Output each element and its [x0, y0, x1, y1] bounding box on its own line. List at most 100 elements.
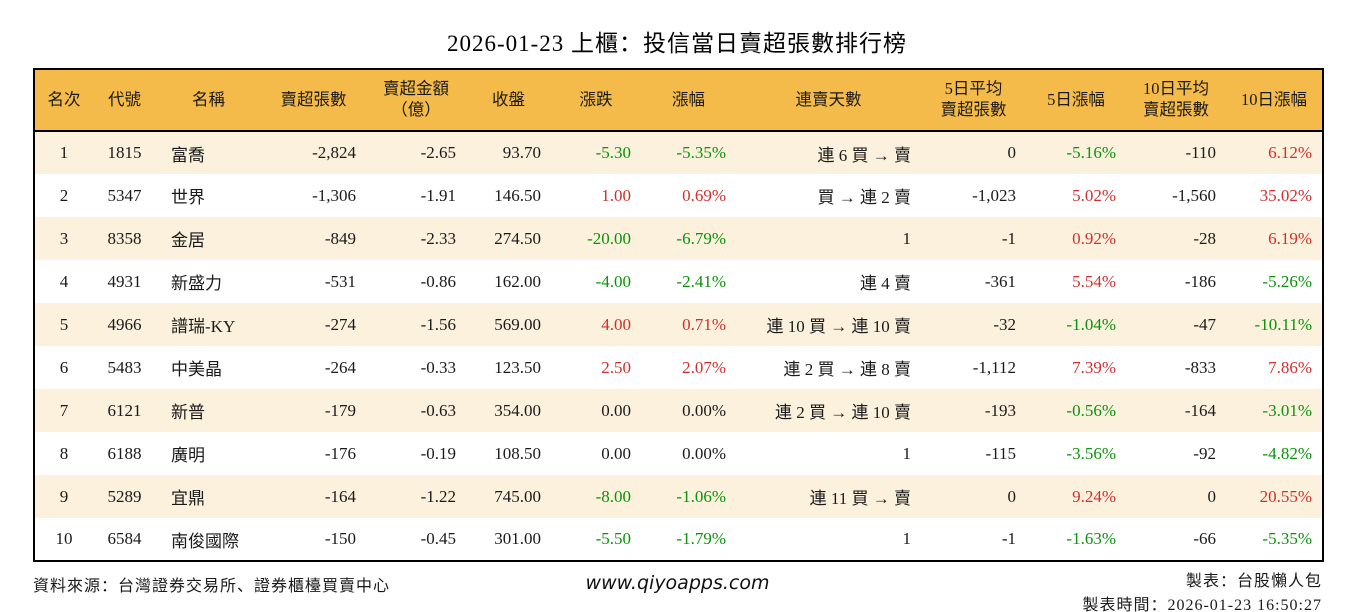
cell-streak: 1 — [902, 228, 912, 248]
column-header-rank: 名次 — [34, 69, 93, 132]
table-row: 4 4931 新盛力 -531 -0.86 162.00 -4.00 -2.41% 連 4 賣 -… — [34, 260, 1323, 303]
cell-pct10: 20.55% — [1259, 486, 1312, 506]
cell-avg5: 0 — [1007, 143, 1017, 162]
cell-pct5: 5.54% — [1072, 271, 1116, 291]
cell-streak: 連 4 賣 — [860, 274, 911, 293]
table-row: 9 5289 宜鼎 -164 -1.22 745.00 -8.00 -1.06% 連 11 買 … — [34, 475, 1323, 518]
header-row: 名次 代號 名稱 賣超張數 賣超金額 （億） 收盤 漲跌 漲幅 連賣天數 5日平均 賣超張數 5日漲… — [34, 69, 1323, 132]
cell-code: 6584 — [107, 529, 142, 548]
column-header-amount: 賣超金額 （億） — [366, 69, 466, 132]
cell-avg5: -361 — [984, 271, 1016, 291]
cell-code: 4931 — [107, 271, 142, 291]
cell-code: 6188 — [107, 443, 142, 463]
column-header-change: 漲跌 — [551, 69, 641, 132]
cell-avg5: 0 — [1007, 486, 1017, 506]
column-header-close: 收盤 — [466, 69, 551, 132]
cell-net-sell: -179 — [324, 400, 356, 420]
cell-pct5: 5.02% — [1072, 185, 1116, 205]
cell-amount: -0.63 — [420, 400, 456, 420]
cell-amount: -2.65 — [420, 143, 456, 162]
cell-streak: 1 — [902, 443, 912, 463]
cell-streak: 連 2 買 → 連 8 賣 — [783, 360, 912, 379]
cell-amount: -0.45 — [420, 529, 456, 548]
cell-pct10: -4.82% — [1262, 443, 1312, 463]
table-row: 1 1815 富喬 -2,824 -2.65 93.70 -5.30 -5.35% 連 6 買 … — [34, 131, 1323, 174]
cell-close: 354.00 — [494, 400, 541, 420]
cell-rank: 5 — [59, 314, 69, 334]
cell-pct5: -3.56% — [1066, 443, 1116, 463]
cell-close: 146.50 — [494, 185, 541, 205]
cell-streak: 連 6 買 → 賣 — [817, 145, 912, 165]
column-header-avg10: 10日平均 賣超張數 — [1126, 69, 1226, 132]
cell-rank: 3 — [59, 228, 69, 248]
cell-net-sell: -164 — [324, 486, 356, 506]
cell-amount: -0.86 — [420, 271, 456, 291]
table-row: 7 6121 新普 -179 -0.63 354.00 0.00 0.00% 連 2 買 → 連… — [34, 389, 1323, 432]
cell-pct10: -3.01% — [1262, 400, 1312, 420]
cell-close: 93.70 — [502, 143, 541, 162]
cell-pct: -1.06% — [676, 486, 726, 506]
cell-avg10: 0 — [1207, 486, 1217, 506]
column-header-change-pct: 漲幅 — [641, 69, 736, 132]
cell-net-sell: -176 — [324, 443, 356, 463]
cell-pct: 0.69% — [682, 185, 726, 205]
cell-pct: 0.71% — [682, 314, 726, 334]
cell-amount: -2.33 — [420, 228, 456, 248]
column-header-avg5: 5日平均 賣超張數 — [921, 69, 1026, 132]
cell-rank: 4 — [59, 271, 69, 291]
cell-pct10: 6.12% — [1268, 143, 1312, 162]
column-header-name: 名稱 — [156, 69, 261, 132]
cell-pct5: 7.39% — [1072, 357, 1116, 377]
cell-net-sell: -2,824 — [312, 143, 356, 162]
page: 2026-01-23 上櫃：投信當日賣超張數排行榜 名次 代號 名稱 賣超張數 賣超金額… — [0, 24, 1354, 612]
cell-code: 5289 — [107, 486, 142, 506]
cell-pct5: 0.92% — [1072, 228, 1116, 248]
cell-code: 4966 — [107, 314, 142, 334]
cell-avg10: -110 — [1185, 143, 1216, 162]
cell-pct5: -0.56% — [1066, 400, 1116, 420]
cell-amount: -1.22 — [420, 486, 456, 506]
cell-pct: -6.79% — [676, 228, 726, 248]
cell-amount: -1.91 — [420, 185, 456, 205]
cell-pct10: -5.35% — [1262, 529, 1312, 548]
cell-pct: 0.00% — [682, 400, 726, 420]
cell-avg10: -164 — [1184, 400, 1216, 420]
website-link[interactable]: www.qiyoapps.com — [585, 572, 770, 594]
cell-change: 0.00 — [601, 400, 631, 420]
data-source-label: 資料來源：台灣證券交易所、證券櫃檯買賣中心 — [33, 578, 391, 595]
cell-close: 108.50 — [494, 443, 541, 463]
cell-pct: 2.07% — [682, 357, 726, 377]
cell-change: 2.50 — [601, 357, 631, 377]
table-row: 3 8358 金居 -849 -2.33 274.50 -20.00 -6.79% 1 -1 0.9… — [34, 217, 1323, 260]
cell-code: 1815 — [107, 143, 142, 162]
page-title: 2026-01-23 上櫃：投信當日賣超張數排行榜 — [446, 31, 908, 56]
cell-net-sell: -1,306 — [312, 185, 356, 205]
cell-code: 8358 — [107, 228, 142, 248]
cell-close: 745.00 — [494, 486, 541, 506]
cell-amount: -0.19 — [420, 443, 456, 463]
cell-pct: -1.79% — [676, 529, 726, 548]
cell-avg5: -1 — [1001, 529, 1016, 548]
cell-net-sell: -150 — [324, 529, 356, 548]
cell-pct5: -5.16% — [1066, 143, 1116, 162]
cell-net-sell: -274 — [324, 314, 356, 334]
cell-code: 5483 — [107, 357, 142, 377]
cell-rank: 1 — [59, 143, 69, 162]
cell-name: 譜瑞-KY — [171, 317, 236, 336]
table-body: 1 1815 富喬 -2,824 -2.65 93.70 -5.30 -5.35% 連 6 買 … — [34, 131, 1323, 561]
cell-name: 南俊國際 — [171, 531, 239, 551]
cell-change: 1.00 — [601, 185, 631, 205]
cell-change: -8.00 — [595, 486, 631, 506]
cell-streak: 連 2 買 → 連 10 賣 — [775, 403, 911, 422]
cell-amount: -0.33 — [420, 357, 456, 377]
cell-name: 新盛力 — [171, 274, 222, 293]
cell-net-sell: -531 — [324, 271, 356, 291]
cell-pct5: 9.24% — [1072, 486, 1116, 506]
cell-pct5: -1.04% — [1066, 314, 1116, 334]
cell-close: 162.00 — [494, 271, 541, 291]
cell-avg5: -1,023 — [972, 185, 1016, 205]
cell-avg10: -186 — [1184, 271, 1216, 291]
column-header-code: 代號 — [93, 69, 156, 132]
cell-change: -5.30 — [595, 143, 631, 162]
cell-close: 301.00 — [494, 529, 541, 548]
